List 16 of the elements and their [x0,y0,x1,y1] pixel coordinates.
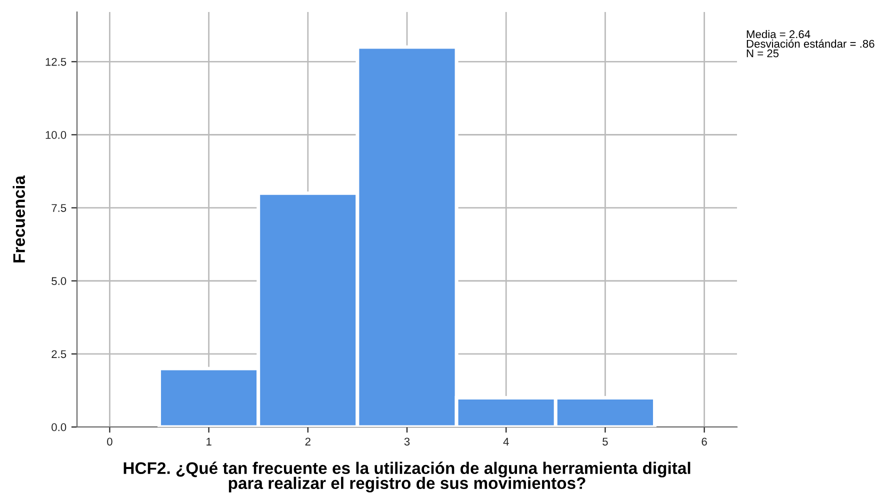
x-tick-label: 5 [602,438,608,446]
x-tick-label: 4 [503,438,509,446]
x-tick-label: 1 [206,438,212,446]
x-tick-label: 2 [305,438,310,446]
y-tick-label: 7.5 [52,204,66,212]
y-tick-label: 0.0 [52,423,66,432]
y-tick-label: 5.0 [52,277,66,286]
x-tick-label: 0 [107,438,112,446]
x-tick-label: 6 [702,438,707,446]
text: Media = 2.64 Desviación estándar = .86 N = 25 [746,30,874,58]
y-axis-title: Frecuencia [12,175,25,262]
y-tick-label: 2.5 [52,350,66,358]
x-axis-title: HCF2. ¿Qué tan frecuente es la utilización de alguna herramienta digital para realizar el registro de sus movimientos? [124,462,690,492]
x-tick-label: 3 [404,438,410,446]
y-tick-label: 10.0 [46,131,66,139]
y-tick-label: 12.5 [46,58,66,66]
